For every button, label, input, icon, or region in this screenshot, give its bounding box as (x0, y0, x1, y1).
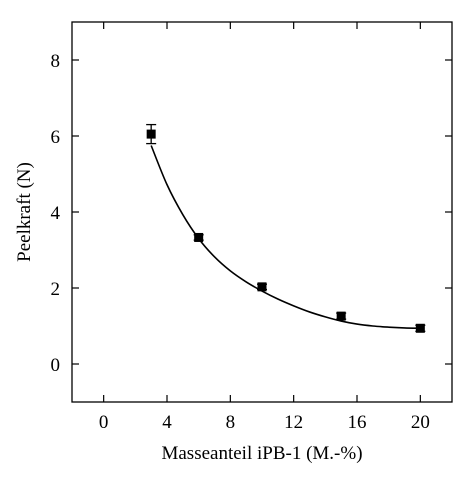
y-axis-label: Peelkraft (N) (14, 162, 35, 262)
x-tick-label: 8 (226, 412, 236, 433)
x-tick-label: 12 (284, 412, 303, 433)
data-point (146, 129, 156, 139)
data-point (194, 232, 204, 242)
x-tick-label: 0 (99, 412, 109, 433)
data-point (336, 311, 346, 321)
y-tick-label: 0 (51, 355, 61, 376)
axis-ticks (72, 22, 452, 402)
data-points (146, 129, 425, 333)
x-tick-label: 20 (411, 412, 430, 433)
y-tick-label: 4 (51, 203, 61, 224)
fit-curve (150, 145, 421, 330)
y-tick-label: 6 (51, 127, 61, 148)
x-axis-label: Masseanteil iPB-1 (M.-%) (161, 443, 362, 464)
error-bars (146, 123, 426, 332)
y-tick-label: 2 (51, 279, 61, 300)
x-tick-label: 16 (348, 412, 367, 433)
data-point (257, 282, 267, 292)
data-point (415, 323, 425, 333)
tick-labels: 0 4 8 12 16 20 0 2 4 6 8 (51, 51, 430, 433)
x-tick-label: 4 (162, 412, 172, 433)
y-tick-label: 8 (51, 51, 61, 72)
plot-frame (71, 21, 453, 403)
